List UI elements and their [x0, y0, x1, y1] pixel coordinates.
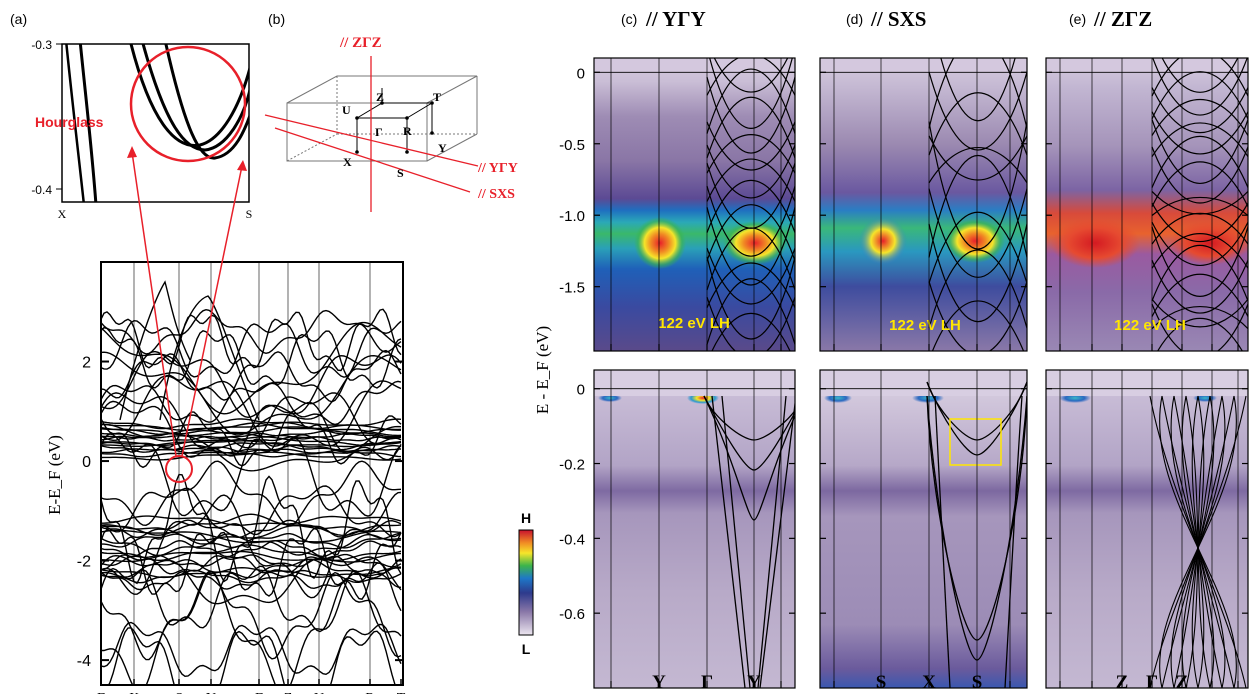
arpes-panel-labels: (c) // YΓY (d) // SXS (e) // ZΓZ	[621, 7, 1152, 31]
arpes-top-row: 122 eV LH 122 eV LH 122 eV LH	[593, 57, 1249, 352]
panel-title-d: // SXS	[870, 7, 926, 31]
xtick-e-0: Z	[1116, 672, 1129, 693]
k-point-label: R	[365, 691, 375, 694]
k-point-label: Γ	[255, 691, 263, 694]
k-point-label: Γ	[97, 691, 105, 694]
arpes-e-top	[1046, 58, 1248, 351]
bz-point-R: R	[403, 124, 412, 138]
arpes-c-top	[594, 58, 795, 351]
xtick-c-0: Y	[652, 672, 666, 693]
arpes-x-ticks: Y Γ Y S X S Z Γ Z	[652, 672, 1188, 693]
arpes-d-bottom	[820, 370, 1027, 688]
y-ticks-a: 2 0 -2 -4	[77, 355, 403, 670]
hourglass-label: Hourglass	[35, 114, 104, 130]
xtick-c-1: Γ	[701, 672, 713, 693]
k-point-label: U	[314, 691, 324, 694]
xtick-c-2: Y	[747, 672, 761, 693]
arpes-y-tick-label: -0.4	[559, 531, 585, 548]
colorbar-high-label: H	[521, 510, 531, 526]
arpes-y-tick-label: -0.5	[559, 137, 585, 154]
xtick-e-2: Z	[1176, 672, 1189, 693]
panel-title-e: // ZΓZ	[1093, 7, 1152, 31]
bz-point-U: U	[342, 103, 351, 117]
colorbar-low-label: L	[522, 641, 531, 657]
y-tick-label-a: -2	[77, 554, 91, 571]
photon-label-d: 122 eV LH	[889, 317, 961, 334]
bz-point-Gamma: Γ	[375, 125, 383, 139]
arpes-d-top	[820, 58, 1027, 351]
panel-title-c: // YΓY	[645, 7, 706, 31]
xtick-d-0: S	[876, 672, 887, 693]
x-ticks-a: ΓXSYΓZURT	[97, 691, 406, 694]
panel-a-frame	[100, 261, 404, 686]
panel-label-c: (c)	[621, 11, 637, 27]
y-axis-label-a: E-E_F (eV)	[45, 435, 64, 515]
photon-label-c: 122 eV LH	[658, 315, 730, 332]
inset-highlight-circle	[129, 45, 247, 163]
arpes-y-tick-label: 0	[577, 382, 585, 399]
arpes-e-bottom	[1046, 370, 1248, 688]
zgz-line-label: // ZΓZ	[339, 35, 382, 51]
y-tick-label-a: 0	[82, 454, 91, 471]
bz-point-X: X	[343, 155, 352, 169]
hourglass-marker-circle	[165, 455, 193, 483]
panel-label-d: (d)	[846, 11, 863, 27]
inset-ytick-0: -0.3	[31, 38, 52, 52]
inset-ytick-1: -0.4	[31, 183, 52, 197]
panel-label-e: (e)	[1069, 11, 1086, 27]
sxs-line-label: // SXS	[477, 187, 515, 202]
y-tick-label-a: -4	[77, 653, 91, 670]
arpes-y-tick-label: -1.5	[559, 280, 585, 297]
arpes-c-bottom	[594, 370, 795, 688]
bz-point-Y: Y	[438, 141, 447, 155]
panel-a: 2 0 -2 -4 Γ X S Y Γ Z U R T E-E_F (eV)	[45, 261, 406, 694]
arpes-y-tick-label: -1.0	[559, 208, 585, 225]
panel-b-brillouin-zone: (b) // ZΓZ // YΓY // SXS U Z T	[264, 11, 518, 212]
arpes-y-ticks: 0 -0.5 -1.0 -1.5 0 -0.2 -0.4 -0.6	[559, 58, 1248, 688]
inset-xtick-1: S	[246, 207, 253, 221]
arpes-y-tick-label: -0.6	[559, 606, 585, 623]
band-lines-a	[101, 280, 402, 685]
inset-xtick-0: X	[58, 207, 67, 221]
y-tick-label-a: 2	[82, 355, 91, 372]
inset-frame	[61, 43, 250, 203]
arpes-bottom-row	[593, 369, 1249, 689]
k-point-label: Z	[284, 691, 293, 694]
highlight-box-d	[949, 418, 1002, 466]
arpes-y-tick-label: 0	[577, 65, 585, 82]
xtick-d-1: X	[922, 672, 936, 693]
arpes-y-tick-label: -0.2	[559, 457, 585, 474]
inset-hourglass: -0.3 -0.4 X S Hourglass	[31, 38, 253, 457]
photon-label-e: 122 eV LH	[1114, 317, 1186, 334]
bz-point-T: T	[433, 90, 441, 104]
ygy-line-label: // YΓY	[477, 161, 518, 176]
k-point-label: Y	[206, 691, 216, 694]
k-point-label: T	[397, 691, 406, 694]
arpes-y-axis-label: E - E_F (eV)	[533, 326, 552, 414]
bz-point-Z: Z	[376, 90, 384, 104]
panel-label-b: (b)	[268, 11, 285, 27]
xtick-d-2: S	[972, 672, 983, 693]
colorbar: H L	[518, 510, 534, 657]
kpoint-gridlines-a	[100, 262, 402, 685]
k-point-label: X	[129, 691, 139, 694]
bz-point-S: S	[397, 166, 404, 180]
panel-label-a: (a)	[10, 11, 27, 27]
k-point-label: S	[175, 691, 183, 694]
xtick-e-1: Γ	[1146, 672, 1158, 693]
